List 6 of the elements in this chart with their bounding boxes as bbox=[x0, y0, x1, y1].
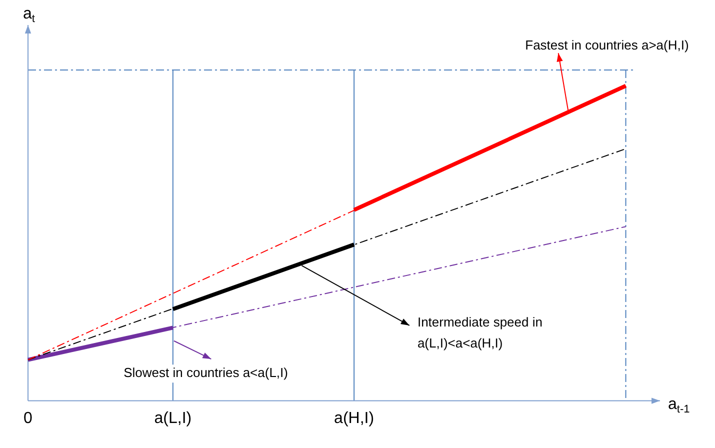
annotation: Slowest in countries a<a(L,I) bbox=[124, 365, 288, 380]
x-tick-label: 0 bbox=[24, 410, 33, 427]
annotation: Intermediate speed in a(L,I)<a<a(H,I) bbox=[417, 314, 542, 350]
x-tick-label: a(L,I) bbox=[154, 410, 192, 427]
text: Fastest in countries a>a(H,I) bbox=[525, 37, 689, 52]
x-tick-label: a(H,I) bbox=[334, 410, 374, 427]
